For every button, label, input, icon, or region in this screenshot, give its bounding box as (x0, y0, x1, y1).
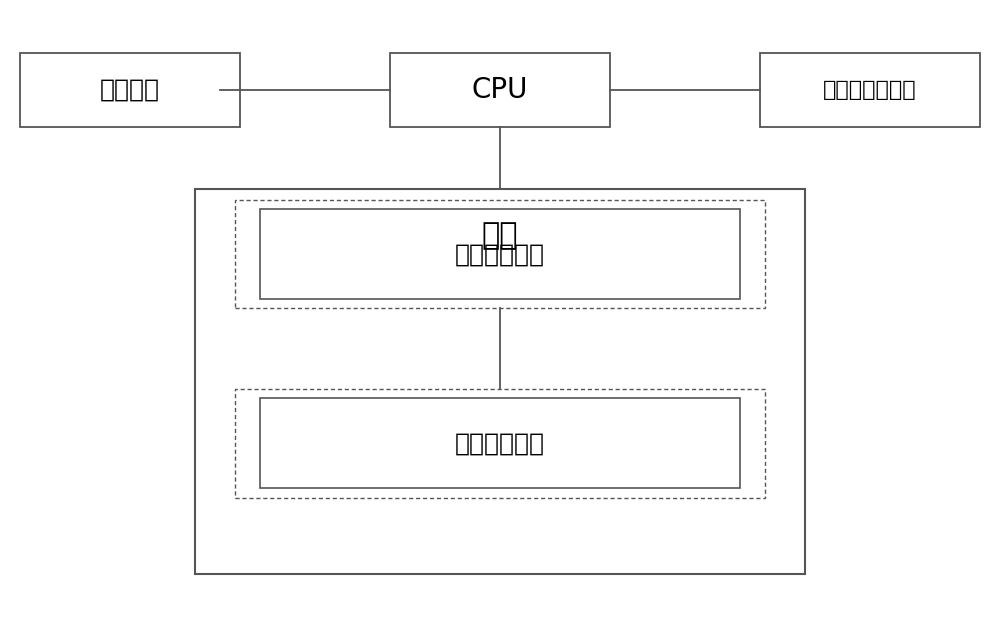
Bar (235, 389, 765, 497)
Bar (195, 189, 805, 574)
Text: 内存: 内存 (482, 221, 518, 250)
Bar (20, 53, 240, 127)
Text: 其他硬件: 其他硬件 (100, 78, 160, 102)
Text: 端口判断单元: 端口判断单元 (455, 432, 545, 455)
Bar (260, 210, 740, 299)
Bar (760, 53, 980, 127)
Text: CPU: CPU (472, 76, 528, 104)
Bar (390, 53, 610, 127)
Bar (235, 200, 765, 309)
Text: 端口选定单元: 端口选定单元 (455, 242, 545, 266)
Bar (260, 399, 740, 489)
Text: 非易失性存储器: 非易失性存储器 (823, 80, 917, 100)
